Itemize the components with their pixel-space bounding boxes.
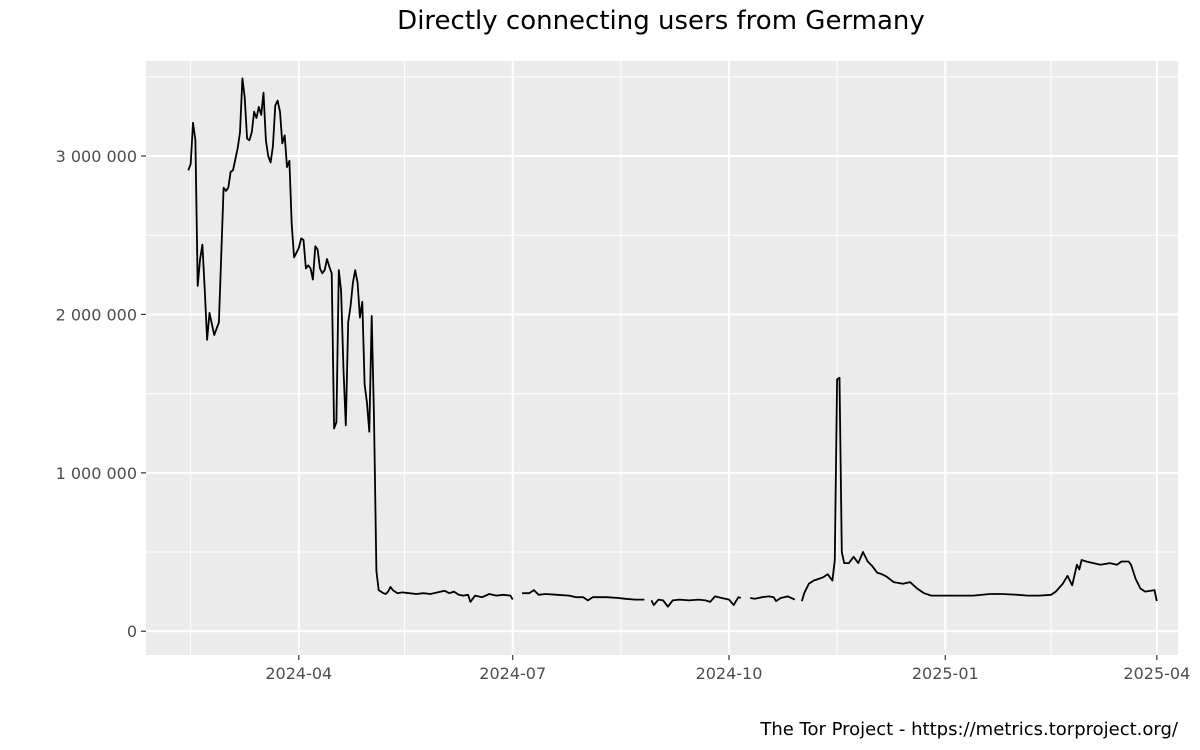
y-axis: 0 1 000 000 2 000 000 3 000 000 <box>56 147 146 641</box>
chart-title: Directly connecting users from Germany <box>397 6 925 36</box>
series-layer <box>187 77 1158 608</box>
x-tick-label: 2024-07 <box>479 664 546 683</box>
x-tick-label: 2024-10 <box>696 664 763 683</box>
x-tick-label: 2025-01 <box>912 664 979 683</box>
series-line-segment <box>522 589 645 602</box>
y-tick-label: 0 <box>127 622 137 641</box>
x-axis: 2024-04 2024-07 2024-10 2025-01 2025-04 <box>265 655 1190 683</box>
x-tick-label: 2025-04 <box>1123 664 1190 683</box>
y-tick-label: 2 000 000 <box>56 305 137 324</box>
major-gridlines <box>146 61 1178 655</box>
y-tick-label: 1 000 000 <box>56 464 137 483</box>
plot-panel <box>146 61 1178 655</box>
series-line-segment <box>187 77 514 603</box>
minor-gridlines <box>146 61 1178 655</box>
y-tick-label: 3 000 000 <box>56 147 137 166</box>
x-tick-label: 2024-04 <box>265 664 332 683</box>
series-line-segment <box>650 595 742 608</box>
series-line-segment <box>801 376 1158 602</box>
source-caption: The Tor Project - https://metrics.torpro… <box>760 719 1178 740</box>
series-line-segment <box>750 595 796 602</box>
